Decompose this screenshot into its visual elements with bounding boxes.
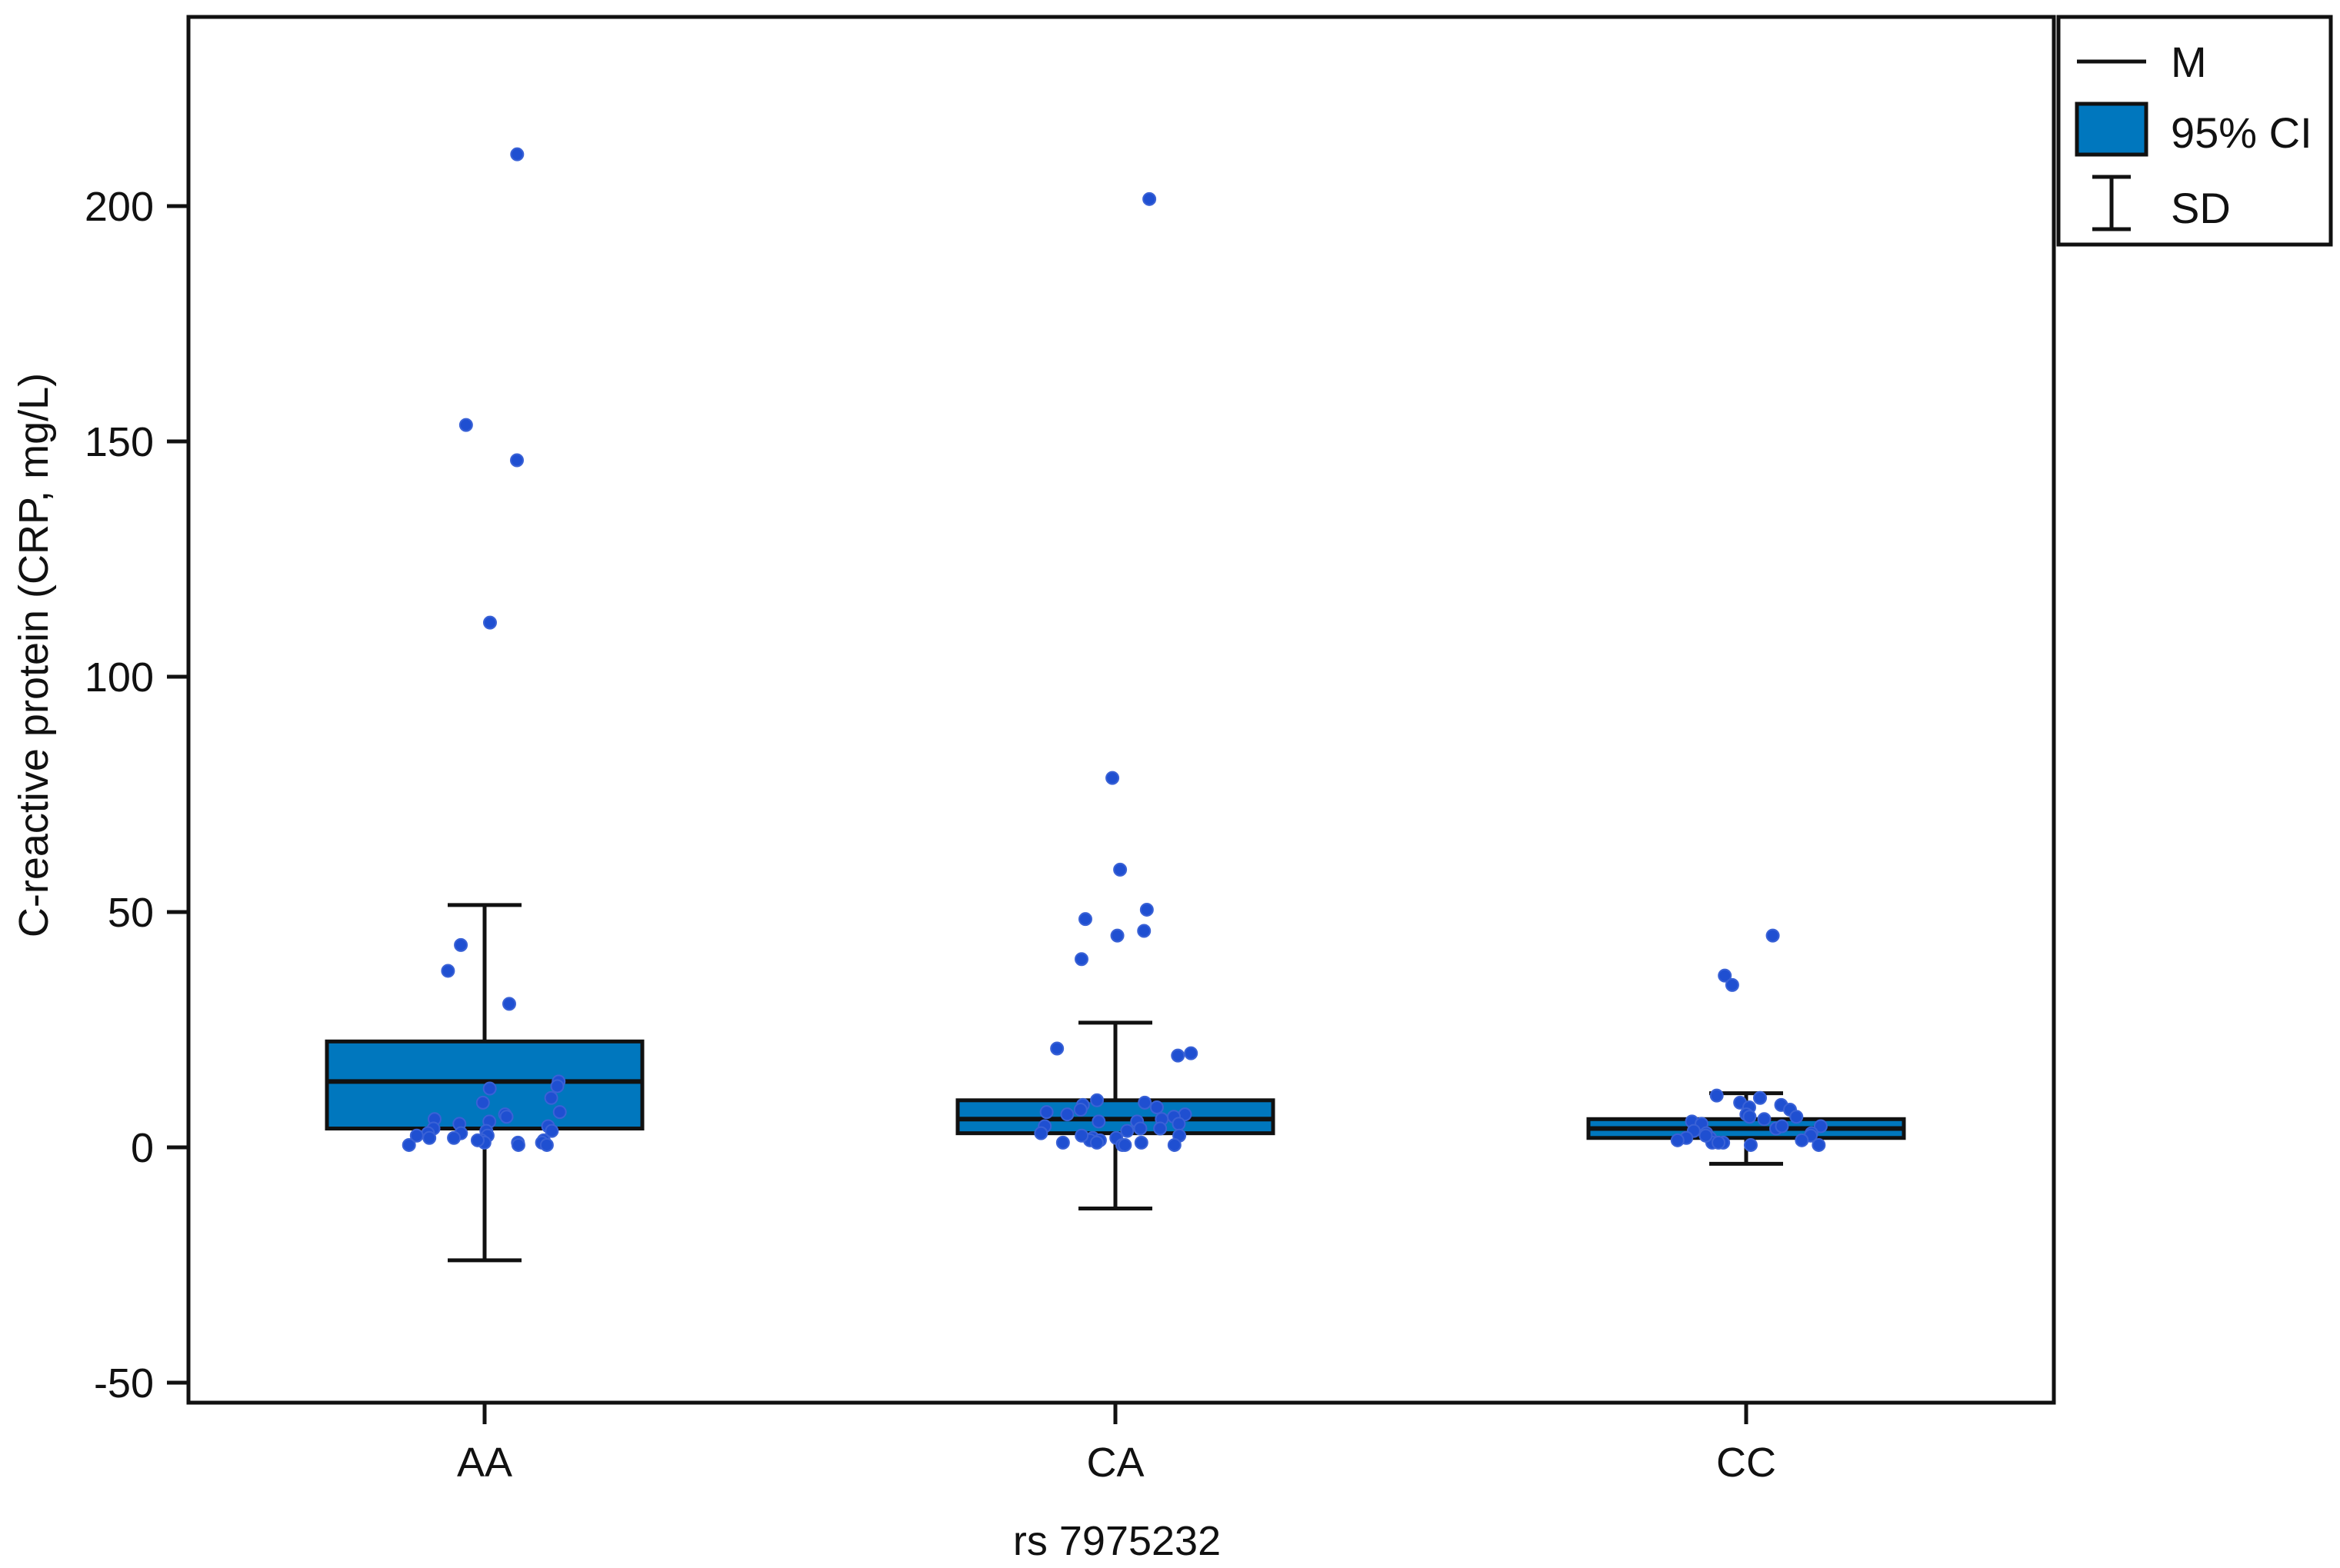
data-point (552, 1105, 567, 1120)
data-point (510, 453, 525, 468)
data-point (1709, 1088, 1724, 1103)
data-point (1725, 977, 1739, 992)
data-point (1149, 1100, 1164, 1114)
plot-frame (186, 15, 2056, 1405)
data-point (470, 1133, 485, 1147)
data-point (1698, 1128, 1713, 1143)
data-point (499, 1110, 514, 1124)
legend-label-sd: SD (2171, 184, 2231, 232)
legend-error-bar-icon (2092, 175, 2131, 231)
group-CC (1586, 928, 1906, 1166)
x-axis-label: rs 7975232 (1013, 1518, 1221, 1564)
data-point (539, 1137, 554, 1152)
data-point (1078, 912, 1092, 927)
data-point (1060, 1107, 1075, 1122)
data-point (1753, 1090, 1768, 1105)
data-point (1137, 924, 1152, 938)
x-tick-label: CA (1086, 1440, 1144, 1486)
data-point (1133, 1121, 1148, 1136)
data-point (1813, 1119, 1828, 1134)
data-point (1812, 1137, 1826, 1152)
data-point (1718, 968, 1732, 983)
y-tick-label: 0 (131, 1125, 154, 1171)
data-point (422, 1130, 437, 1145)
y-tick-label: 150 (85, 419, 154, 465)
data-point (1090, 1093, 1105, 1107)
data-point (1134, 1135, 1148, 1150)
data-point (1775, 1119, 1789, 1134)
data-point (475, 1095, 490, 1110)
data-point (1138, 1095, 1152, 1110)
data-point (402, 1137, 416, 1152)
data-point (1670, 1133, 1685, 1147)
data-point (1074, 952, 1088, 967)
legend-label-ci: 95% CI (2171, 108, 2312, 157)
data-point (1139, 902, 1154, 917)
data-point (447, 1130, 462, 1145)
data-point (502, 997, 516, 1011)
data-point (1171, 1048, 1185, 1063)
data-point (1039, 1105, 1054, 1120)
legend-label-mean: M (2171, 38, 2207, 86)
data-point (1167, 1137, 1182, 1152)
data-point (1050, 1041, 1065, 1056)
x-tick-label: AA (457, 1440, 512, 1486)
data-point (482, 1081, 497, 1096)
data-point (454, 937, 468, 952)
data-point (1712, 1135, 1726, 1150)
group-AA (325, 147, 645, 1263)
x-tick-label: CC (1716, 1440, 1776, 1486)
legend-box-icon (2075, 102, 2148, 157)
data-point (1073, 1103, 1088, 1117)
data-point (458, 418, 473, 432)
data-point (510, 147, 525, 161)
data-point (1113, 862, 1128, 877)
data-point (1075, 1128, 1089, 1143)
y-tick-label: 50 (108, 890, 154, 936)
data-point (1120, 1124, 1135, 1138)
data-point (1765, 928, 1780, 943)
data-point (1142, 191, 1157, 206)
data-point (482, 615, 497, 630)
data-point (1055, 1135, 1070, 1150)
data-point (1118, 1137, 1132, 1152)
data-point (1184, 1046, 1198, 1060)
data-point (409, 1128, 424, 1143)
data-point (1105, 771, 1120, 785)
data-point (1153, 1121, 1168, 1136)
y-tick-label: -50 (94, 1360, 154, 1407)
data-point (1034, 1126, 1048, 1140)
data-point (1743, 1137, 1758, 1152)
y-tick-label: 200 (85, 184, 154, 230)
legend: M 95% CI SD (2056, 15, 2333, 247)
data-point (550, 1079, 565, 1094)
data-point (441, 964, 455, 978)
data-point (544, 1090, 558, 1105)
data-point (1757, 1112, 1772, 1127)
data-point (1092, 1114, 1106, 1129)
data-point (1742, 1110, 1757, 1124)
data-point (545, 1124, 559, 1138)
data-point (1172, 1117, 1186, 1131)
y-tick-label: 100 (85, 654, 154, 701)
y-axis-label: C-reactive protein (CRP, mg/L) (11, 373, 57, 937)
data-point (1089, 1135, 1104, 1150)
data-point (511, 1137, 525, 1152)
data-point (1795, 1133, 1809, 1147)
data-point (1789, 1110, 1804, 1124)
ci-box (955, 1098, 1275, 1136)
group-CA (955, 191, 1275, 1211)
data-point (1110, 928, 1125, 943)
